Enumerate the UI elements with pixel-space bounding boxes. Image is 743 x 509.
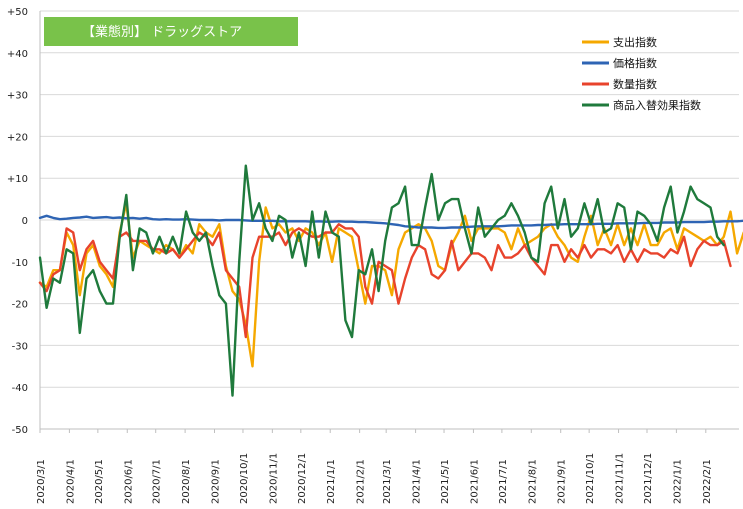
x-tick-label: 2021/11/1 xyxy=(615,453,626,504)
chart-title-background xyxy=(44,17,298,46)
y-axis-ticks: +50 +40 +30 +20 +10 0 -10 -20 -30 -40 -50 xyxy=(7,7,28,436)
x-tick-label: 2021/2/1 xyxy=(356,459,367,504)
legend-label: 価格指数 xyxy=(613,56,657,70)
x-tick-label: 2020/3/1 xyxy=(36,459,47,504)
y-tick-label: +30 xyxy=(7,91,28,102)
y-tick-label: +20 xyxy=(7,132,28,143)
x-tick-label: 2021/7/1 xyxy=(498,459,509,504)
series-line xyxy=(38,164,725,397)
x-tick-label: 2021/4/1 xyxy=(412,459,423,504)
x-tick-label: 2020/7/1 xyxy=(152,459,163,504)
x-tick-label: 2020/4/1 xyxy=(65,459,76,504)
series-line xyxy=(38,202,743,368)
y-tick-label: -30 xyxy=(12,341,28,352)
x-tick-label: 2020/11/1 xyxy=(268,453,279,504)
x-tick-label: 2020/6/1 xyxy=(123,459,134,504)
x-tick-label: 2022/1/1 xyxy=(672,459,683,504)
y-tick-label: -50 xyxy=(12,425,28,436)
legend-label: 数量指数 xyxy=(613,77,657,91)
legend-label: 商品入替効果指数 xyxy=(613,98,701,112)
legend-label: 支出指数 xyxy=(613,35,657,49)
x-tick-label: 2021/9/1 xyxy=(557,459,568,504)
x-tick-label: 2021/1/1 xyxy=(326,459,337,504)
x-tick-label: 2020/10/1 xyxy=(239,453,250,504)
x-axis-ticks: 2020/3/1 2020/4/1 2020/5/1 2020/6/1 2020/7/1… xyxy=(36,429,713,504)
x-tick-label: 2020/12/1 xyxy=(297,453,308,504)
y-tick-label: -10 xyxy=(12,258,28,269)
y-tick-label: -40 xyxy=(12,383,28,394)
x-tick-label: 2021/10/1 xyxy=(585,453,596,504)
y-tick-label: +40 xyxy=(7,49,28,60)
chart-title: 【業態別】 ドラッグストア xyxy=(44,17,298,46)
x-tick-label: 2021/8/1 xyxy=(527,459,538,504)
axes xyxy=(39,11,739,430)
x-tick-label: 2021/6/1 xyxy=(469,459,480,504)
y-tick-label: 0 xyxy=(22,216,28,227)
y-tick-label: -20 xyxy=(12,300,28,311)
y-tick-label: +10 xyxy=(7,174,28,185)
x-tick-label: 2021/3/1 xyxy=(382,459,393,504)
x-tick-label: 2020/8/1 xyxy=(181,459,192,504)
x-tick-label: 2021/5/1 xyxy=(440,459,451,504)
chart-title-text: 【業態別】 ドラッグストア xyxy=(82,24,242,40)
x-tick-label: 2022/2/1 xyxy=(702,459,713,504)
x-tick-label: 2020/5/1 xyxy=(94,459,105,504)
series-line xyxy=(38,214,743,230)
y-tick-label: +50 xyxy=(7,7,28,18)
x-tick-label: 2021/12/1 xyxy=(643,453,654,504)
series-lines xyxy=(38,164,743,397)
x-tick-label: 2020/9/1 xyxy=(211,459,222,504)
